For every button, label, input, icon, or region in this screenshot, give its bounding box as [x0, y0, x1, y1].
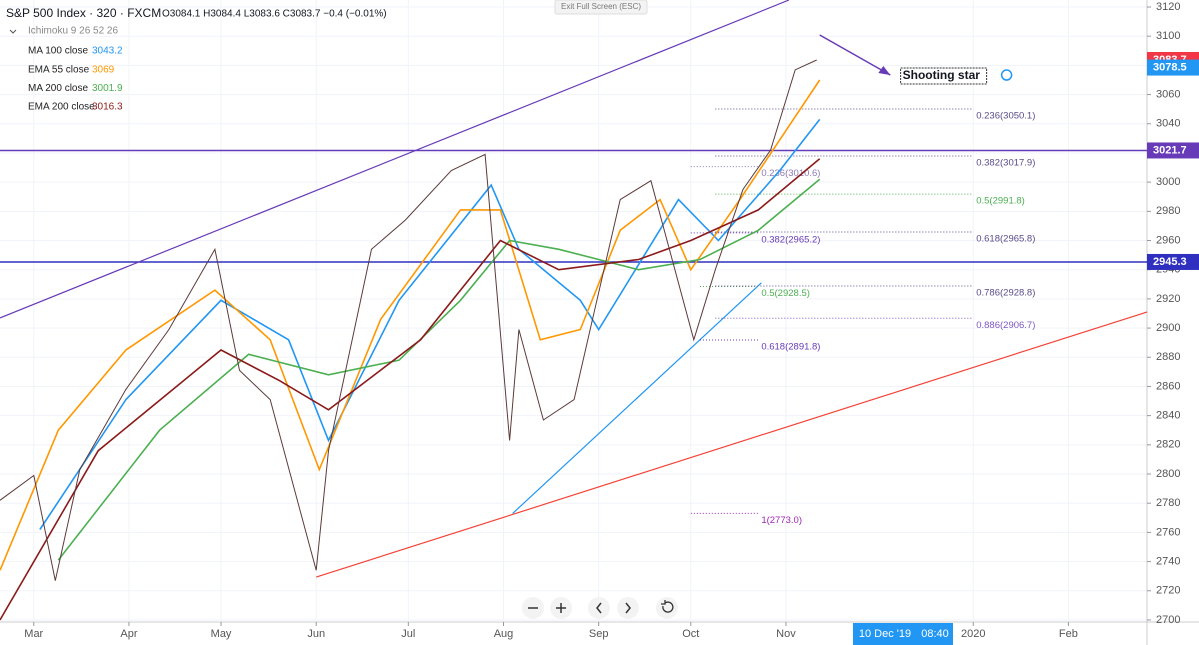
reset[interactable] — [656, 597, 678, 619]
toolbar — [522, 597, 678, 619]
x-tick-label: Apr — [120, 628, 137, 640]
x-tick-label: Jul — [401, 628, 415, 640]
moving-average — [0, 79, 821, 571]
fib-label: 1(2773.0) — [761, 515, 802, 526]
x-tick-label: 2020 — [961, 628, 985, 640]
ohlc: O3084.1 H3084.4 L3083.6 C3083.7 −0.4 (−0… — [162, 9, 387, 20]
fib-label: 0.618(2965.8) — [976, 234, 1035, 245]
price-tag — [1147, 142, 1199, 159]
trend-line — [512, 282, 762, 514]
y-tick-label: 2880 — [1156, 351, 1180, 363]
y-tick-label: 2900 — [1156, 322, 1180, 334]
fib-label: 0.786(2928.8) — [976, 288, 1035, 299]
y-tick-label: 2920 — [1156, 293, 1180, 305]
price-line — [0, 59, 817, 581]
x-tick-label: Nov — [776, 628, 796, 640]
x-tick-label: Feb — [1059, 628, 1078, 640]
legend-name: MA 200 close — [28, 83, 88, 94]
price-tag — [1147, 253, 1199, 270]
y-tick-label: 2800 — [1156, 468, 1180, 480]
exit-fullscreen[interactable] — [554, 0, 648, 15]
y-tick-label: 2840 — [1156, 410, 1180, 422]
y-tick-label: 3060 — [1156, 88, 1180, 100]
legend-name: MA 100 close — [28, 46, 88, 57]
price-tag-label: 3021.7 — [1153, 144, 1187, 156]
scroll-left[interactable] — [588, 597, 610, 619]
fib-label: 0.382(2965.2) — [761, 234, 820, 245]
x-tick-label: Mar — [24, 628, 43, 640]
fib-label: 0.236(3050.1) — [976, 111, 1035, 122]
trend-line — [0, 0, 790, 319]
legend-name: EMA 200 close — [28, 102, 95, 113]
x-tick-label: Aug — [494, 628, 514, 640]
legend-name: EMA 55 close — [28, 64, 90, 75]
icon — [596, 602, 602, 614]
annotation-arrow — [819, 34, 891, 76]
fib-label: 0.382(3017.9) — [976, 158, 1035, 169]
y-tick-label: 2760 — [1156, 526, 1180, 538]
y-tick-label: 3120 — [1156, 1, 1180, 13]
y-tick-label: 2780 — [1156, 497, 1180, 509]
icon — [556, 603, 566, 613]
fib-label: 0.5(2928.5) — [761, 288, 810, 299]
x-tick-label: Sep — [589, 628, 609, 640]
scroll-right[interactable] — [617, 597, 639, 619]
fib-label: 0.886(2906.7) — [976, 320, 1035, 331]
y-tick-label: 2820 — [1156, 439, 1180, 451]
annotation-text: Shooting star — [903, 68, 981, 82]
crosshair-date: 10 Dec '19 — [859, 628, 911, 640]
exit-fullscreen-label: Exit Full Screen (ESC) — [561, 2, 641, 11]
fib-label: 0.5(2991.8) — [976, 196, 1025, 207]
moving-average — [0, 158, 821, 621]
arrow-head — [878, 66, 891, 76]
fib-label: 0.618(2891.8) — [761, 342, 820, 353]
icon — [661, 600, 674, 613]
legend-value: 3069 — [92, 64, 115, 75]
price-tag-label: 3078.5 — [1153, 61, 1187, 73]
study-label: Ichimoku 9 26 52 26 — [28, 26, 118, 37]
legend-value: 3016.3 — [92, 102, 123, 113]
handle — [1000, 69, 1013, 81]
moving-average — [39, 118, 821, 530]
trend-line — [316, 311, 1148, 578]
icon — [625, 602, 631, 614]
x-tick-label: Jun — [307, 628, 325, 640]
price-tag-label: 2945.3 — [1153, 256, 1187, 268]
annotation-box — [900, 67, 988, 85]
x-tick-label: Oct — [682, 628, 699, 640]
fib-label: 0.236(3010.6) — [761, 168, 820, 179]
crosshair-date-box — [853, 623, 917, 645]
y-tick-label: 3100 — [1156, 30, 1180, 42]
y-tick-label: 2960 — [1156, 234, 1180, 246]
legend-value: 3001.9 — [92, 83, 123, 94]
crosshair-time-box — [917, 623, 953, 645]
y-tick-label: 2980 — [1156, 205, 1180, 217]
moving-average — [57, 178, 821, 561]
crosshair-time: 08:40 — [921, 628, 949, 640]
y-tick-label: 2720 — [1156, 585, 1180, 597]
collapse-icon — [9, 29, 17, 34]
legend-value: 3043.2 — [92, 46, 123, 57]
y-tick-label: 2700 — [1156, 614, 1180, 626]
price-tag — [1147, 59, 1199, 76]
y-tick-label: 2860 — [1156, 380, 1180, 392]
y-tick-label: 3040 — [1156, 118, 1180, 130]
x-tick-label: May — [211, 628, 232, 640]
symbol-title: S&P 500 Index · 320 · FXCM — [6, 6, 161, 20]
y-tick-label: 3000 — [1156, 176, 1180, 188]
y-tick-label: 2740 — [1156, 555, 1180, 567]
